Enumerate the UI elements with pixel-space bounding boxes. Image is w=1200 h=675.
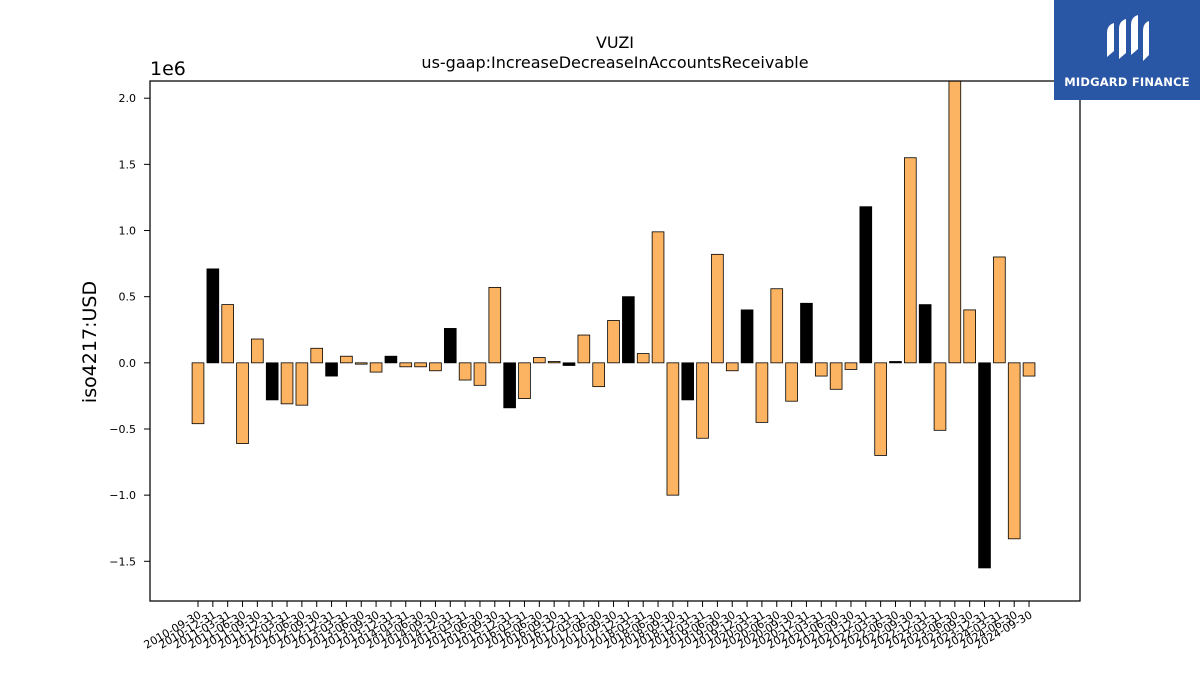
bar xyxy=(636,353,650,364)
bar xyxy=(473,362,487,386)
bar xyxy=(770,288,784,364)
y-axis: −1.5 −1.0 −0.5 0.0 0.5 1.0 1.5 2.0 xyxy=(109,92,150,568)
bar xyxy=(814,362,828,377)
bar xyxy=(280,362,294,405)
brand-name: MIDGARD FINANCE xyxy=(1064,75,1190,89)
bar xyxy=(696,362,709,439)
bar xyxy=(518,362,531,399)
bar xyxy=(740,309,754,364)
y-tick-label: 2.0 xyxy=(119,92,137,105)
y-tick-label: −1.0 xyxy=(109,489,136,502)
bar xyxy=(993,256,1006,364)
bar xyxy=(369,362,383,373)
bar xyxy=(354,362,368,365)
y-axis-label: iso4217:USD xyxy=(79,281,101,403)
bar xyxy=(889,361,902,364)
x-axis: 2010-09-302010-12-312011-03-312011-06-30… xyxy=(142,601,1035,652)
bar xyxy=(533,357,546,364)
bar xyxy=(725,362,739,372)
bar xyxy=(607,320,620,364)
bar xyxy=(443,328,457,364)
bar xyxy=(488,287,502,364)
bars-group xyxy=(191,80,1036,569)
chart-title: VUZI xyxy=(596,33,634,52)
y-tick-label: −0.5 xyxy=(109,423,136,436)
bar xyxy=(978,362,991,569)
bar xyxy=(577,334,591,364)
bar xyxy=(592,362,605,388)
bar xyxy=(711,253,724,364)
bar xyxy=(755,362,769,423)
bar xyxy=(340,355,353,364)
bar xyxy=(265,362,279,401)
bar xyxy=(429,362,442,372)
plot-frame xyxy=(149,80,1081,602)
bar xyxy=(1022,362,1036,377)
bar xyxy=(325,362,338,377)
bar xyxy=(651,231,665,364)
bar xyxy=(206,268,220,364)
y-tick-label: 1.0 xyxy=(119,225,137,238)
bar xyxy=(547,361,561,364)
bar xyxy=(384,355,398,364)
y-tick-label: 0.5 xyxy=(119,291,137,304)
bar xyxy=(562,362,576,366)
bar xyxy=(251,338,264,364)
bar xyxy=(458,362,472,381)
bar xyxy=(191,362,205,425)
bar xyxy=(221,304,234,364)
bar xyxy=(236,362,249,444)
bar xyxy=(310,347,324,364)
bar xyxy=(963,309,976,364)
bar xyxy=(844,362,858,370)
bar xyxy=(800,302,813,364)
bar xyxy=(933,362,947,431)
y-tick-label: −1.5 xyxy=(109,555,136,568)
bar xyxy=(622,296,635,364)
bar xyxy=(874,362,887,456)
bar xyxy=(948,80,962,364)
bar xyxy=(904,157,917,364)
bar xyxy=(918,304,932,364)
bar xyxy=(666,362,680,496)
bar xyxy=(399,362,413,368)
y-tick-label: 1.5 xyxy=(119,158,137,171)
bar xyxy=(829,362,843,390)
bar xyxy=(1007,362,1021,540)
chart-subtitle: us-gaap:IncreaseDecreaseInAccountsReceiv… xyxy=(421,53,808,72)
y-scale-label: 1e6 xyxy=(150,58,186,80)
bar xyxy=(295,362,309,406)
brand-logo: MIDGARD FINANCE xyxy=(1054,0,1200,100)
bar xyxy=(414,362,427,368)
bar xyxy=(503,362,516,409)
midgard-logo-icon xyxy=(1107,15,1149,61)
bar xyxy=(859,206,873,364)
bar xyxy=(681,362,695,401)
y-tick-label: 0.0 xyxy=(119,357,137,370)
bar xyxy=(785,362,798,402)
